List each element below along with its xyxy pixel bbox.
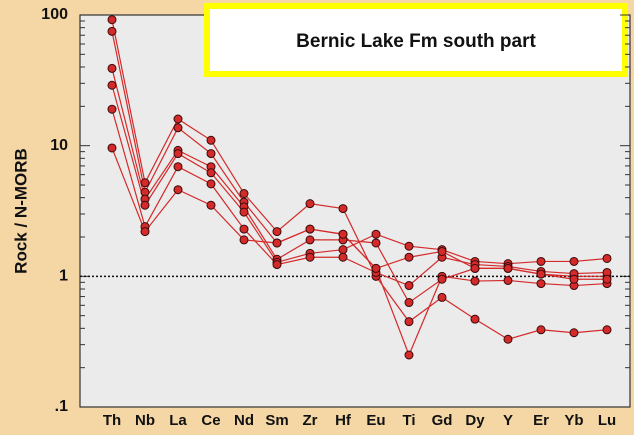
x-tick-label: Ce (201, 412, 220, 429)
data-point (371, 263, 381, 273)
plot-area (79, 14, 631, 408)
data-point (338, 204, 348, 214)
data-point (107, 63, 117, 73)
x-tick-label: Lu (598, 412, 616, 429)
data-point (338, 252, 348, 262)
x-tick-label: Sm (265, 412, 288, 429)
data-point (602, 253, 612, 263)
data-point (503, 334, 513, 344)
data-point (536, 279, 546, 289)
data-point (305, 252, 315, 262)
data-point (173, 123, 183, 133)
y-tick-label: 10 (50, 137, 68, 154)
data-point (536, 325, 546, 335)
data-point (206, 149, 216, 159)
data-point (338, 229, 348, 239)
x-tick-label: Yb (564, 412, 583, 429)
x-tick-label: Ti (402, 412, 415, 429)
data-point (470, 314, 480, 324)
data-point (206, 135, 216, 145)
series-line (111, 109, 608, 287)
x-tick-label: La (169, 412, 187, 429)
data-point (173, 149, 183, 159)
x-tick-label: Hf (335, 412, 352, 429)
data-point (239, 207, 249, 217)
chart-title: Bernic Lake Fm south part (296, 31, 536, 52)
data-point (503, 263, 513, 273)
data-point (107, 26, 117, 36)
data-point (437, 292, 447, 302)
data-point (305, 224, 315, 234)
y-tick-label: 1 (59, 268, 68, 285)
data-point (602, 325, 612, 335)
data-point (272, 260, 282, 270)
data-point (503, 275, 513, 285)
data-point (140, 227, 150, 237)
y-tick-label: .1 (55, 398, 68, 415)
data-point (404, 317, 414, 327)
data-point (239, 189, 249, 199)
data-point (536, 269, 546, 279)
data-point (536, 256, 546, 266)
data-point (206, 179, 216, 189)
data-point (470, 276, 480, 286)
data-point (107, 15, 117, 25)
data-point (305, 235, 315, 245)
y-axis-label: Rock / N-MORB (11, 148, 30, 274)
data-point (569, 274, 579, 284)
series-line (111, 85, 608, 265)
data-point (140, 178, 150, 188)
data-point (140, 200, 150, 210)
x-tick-label: Dy (465, 412, 485, 429)
x-tick-label: Eu (366, 412, 385, 429)
data-point (437, 246, 447, 256)
x-tick-label: Gd (432, 412, 453, 429)
data-point (338, 245, 348, 255)
data-point (404, 252, 414, 262)
x-tick-label: Nb (135, 412, 155, 429)
data-point (239, 224, 249, 234)
data-point (173, 114, 183, 124)
x-tick-label: Er (533, 412, 549, 429)
x-tick-label: Nd (234, 412, 254, 429)
data-point (272, 238, 282, 248)
data-point (206, 168, 216, 178)
data-point (371, 229, 381, 239)
data-point (404, 350, 414, 360)
data-point (437, 274, 447, 284)
data-point (404, 241, 414, 251)
data-point (272, 227, 282, 237)
series-line (111, 147, 607, 280)
data-point (404, 298, 414, 308)
data-point (173, 185, 183, 195)
data-point (602, 274, 612, 284)
title-box (204, 3, 628, 77)
data-point (107, 143, 117, 153)
data-point (404, 281, 414, 291)
data-point (107, 80, 117, 90)
data-point (206, 200, 216, 210)
y-tick-label: 100 (41, 6, 68, 23)
data-point (371, 238, 381, 248)
data-point (107, 104, 117, 114)
x-tick-label: Y (503, 412, 513, 429)
data-point (173, 162, 183, 172)
data-point (569, 328, 579, 338)
x-tick-label: Th (103, 412, 121, 429)
data-point (470, 263, 480, 273)
data-point (239, 235, 249, 245)
x-tick-label: Zr (303, 412, 318, 429)
data-point (305, 199, 315, 209)
data-point (569, 256, 579, 266)
